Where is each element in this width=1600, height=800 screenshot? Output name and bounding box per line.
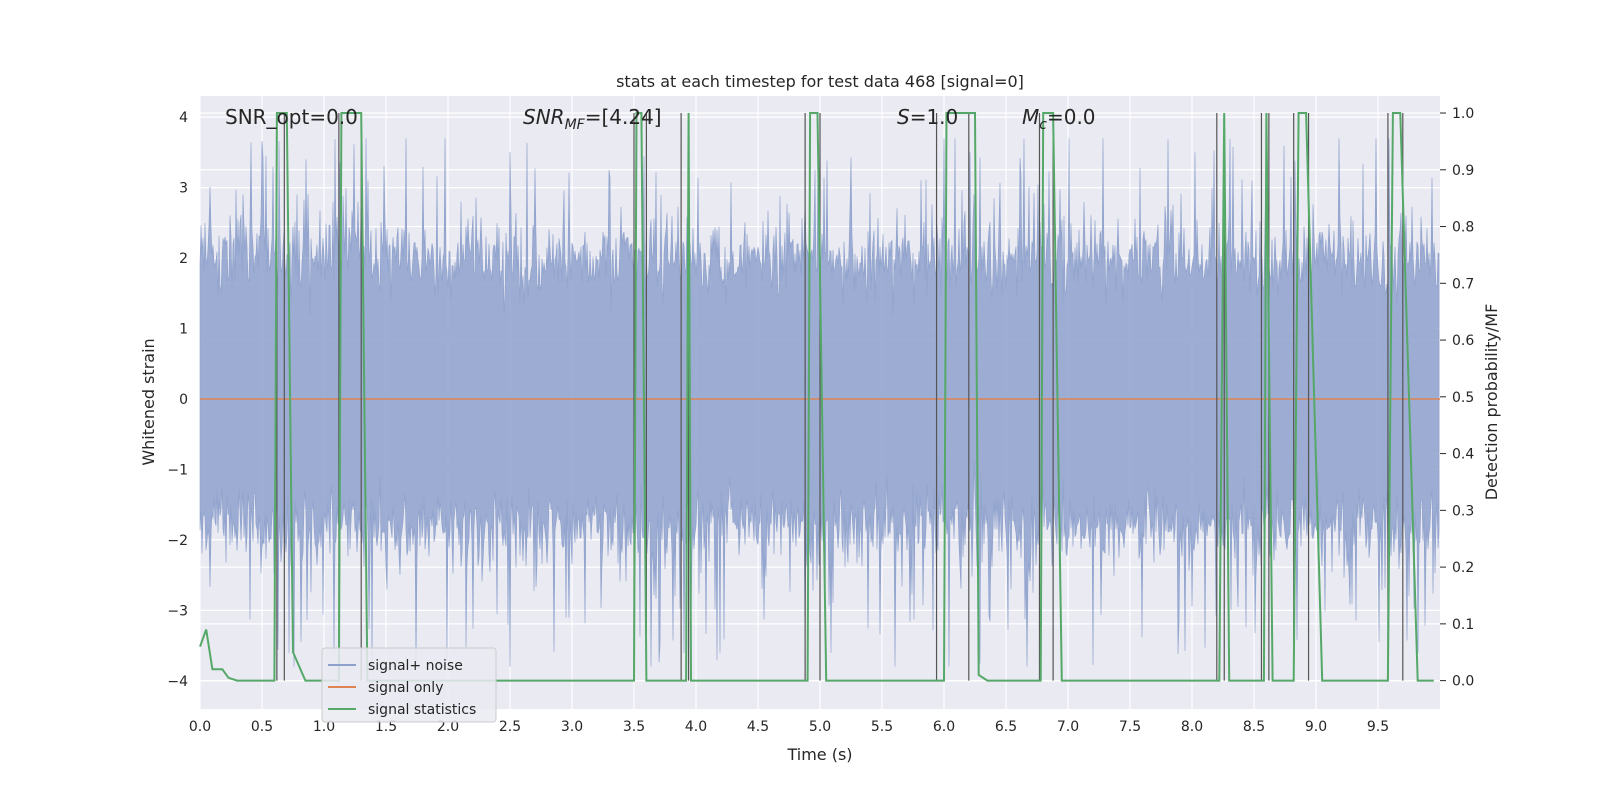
x-axis-label: Time (s) — [786, 745, 852, 764]
annotation-snr-opt: SNR_opt=0.0 — [225, 105, 358, 129]
x-tick-label: 5.5 — [871, 719, 893, 735]
x-tick-label: 1.5 — [375, 719, 397, 735]
x-tick-label: 5.0 — [809, 719, 831, 735]
left-y-axis-label: Whitened strain — [139, 338, 158, 465]
right-y-axis-ticks: 0.0 0.1 0.2 0.3 0.4 0.5 0.6 0.7 0.8 0.9 1.0 — [1440, 106, 1474, 690]
left-y-tick-label: −4 — [167, 674, 188, 690]
annotation-s: S=1.0 — [897, 105, 958, 129]
mc-value: =0.0 — [1047, 105, 1096, 129]
x-tick-label: 4.0 — [685, 719, 707, 735]
right-y-tick-label: 0.3 — [1452, 503, 1474, 519]
vertical-markers — [276, 113, 1404, 681]
x-tick-label: 6.5 — [995, 719, 1017, 735]
right-y-tick-label: 1.0 — [1452, 106, 1474, 122]
left-y-tick-label: 4 — [179, 110, 188, 126]
right-y-tick-label: 0.6 — [1452, 333, 1474, 349]
x-tick-label: 2.0 — [437, 719, 459, 735]
x-tick-label: 1.0 — [313, 719, 335, 735]
x-axis-ticks: 0.0 0.5 1.0 1.5 2.0 2.5 3.0 3.5 4.0 4.5 5.0 5.5 6.0 6… — [189, 719, 1389, 735]
legend-box — [321, 647, 497, 723]
x-tick-label: 9.5 — [1367, 719, 1389, 735]
x-tick-label: 2.5 — [499, 719, 521, 735]
x-tick-label: 8.5 — [1243, 719, 1265, 735]
left-y-tick-label: −1 — [167, 462, 188, 478]
x-tick-label: 0.5 — [251, 719, 273, 735]
legend-label-signal-plus-noise: signal+ noise — [368, 658, 463, 674]
x-tick-label: 8.0 — [1181, 719, 1203, 735]
left-y-tick-label: 3 — [179, 181, 188, 197]
left-y-tick-label: −3 — [167, 603, 188, 619]
annotation-mc: Mc=0.0 — [1022, 105, 1096, 133]
left-y-axis-ticks: −4 −3 −2 −1 0 1 2 3 4 — [167, 110, 188, 690]
legend-label-signal-only: signal only — [368, 680, 443, 696]
x-tick-label: 6.0 — [933, 719, 955, 735]
mc-symbol: M — [1022, 105, 1039, 129]
legend-label-signal-statistics: signal statistics — [368, 702, 476, 718]
x-tick-label: 3.5 — [623, 719, 645, 735]
left-y-tick-label: 1 — [179, 322, 188, 338]
x-tick-label: 3.0 — [561, 719, 583, 735]
annotation-snr-mf: SNRMF=[4.24] — [523, 105, 662, 133]
right-y-tick-label: 0.1 — [1452, 617, 1474, 633]
right-y-tick-label: 0.2 — [1452, 560, 1474, 576]
left-y-tick-label: 0 — [179, 392, 188, 408]
right-y-tick-label: 0.0 — [1452, 674, 1474, 690]
series-signal-statistics — [199, 112, 1434, 682]
x-tick-label: 7.5 — [1119, 719, 1141, 735]
left-y-tick-label: 2 — [179, 251, 188, 267]
mc-subscript: c — [1039, 117, 1047, 133]
right-y-tick-label: 0.9 — [1452, 163, 1474, 179]
right-y-tick-label: 0.8 — [1452, 220, 1474, 236]
left-y-tick-label: −2 — [167, 533, 188, 549]
x-tick-label: 7.0 — [1057, 719, 1079, 735]
right-y-tick-label: 0.7 — [1452, 276, 1474, 292]
snr-mf-symbol: SNR — [523, 105, 565, 129]
x-tick-label: 0.0 — [189, 719, 211, 735]
snr-mf-value: =[4.24] — [585, 105, 662, 129]
right-y-axis-label: Detection probability/MF — [1482, 304, 1501, 501]
right-y-tick-label: 0.5 — [1452, 390, 1474, 406]
s-value: =1.0 — [910, 105, 959, 129]
x-tick-label: 9.0 — [1305, 719, 1327, 735]
s-symbol: S — [897, 105, 910, 129]
chart-title: stats at each timestep for test data 468… — [616, 72, 1024, 91]
snr-mf-subscript: MF — [565, 117, 586, 133]
right-y-tick-label: 0.4 — [1452, 447, 1474, 463]
legend: signal+ noise signal only signal statist… — [321, 647, 497, 723]
x-tick-label: 4.5 — [747, 719, 769, 735]
